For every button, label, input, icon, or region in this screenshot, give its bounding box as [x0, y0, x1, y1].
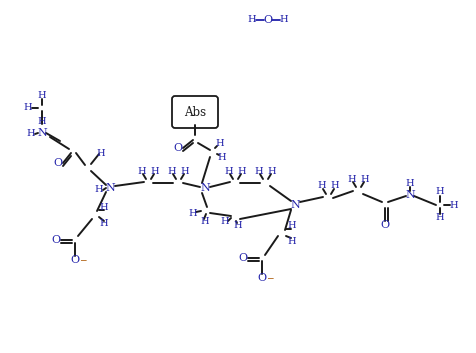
- Text: O: O: [173, 143, 183, 153]
- Text: H: H: [216, 138, 224, 148]
- Text: N: N: [405, 190, 415, 200]
- Text: H: H: [347, 174, 357, 184]
- Text: H: H: [188, 209, 198, 217]
- Text: H: H: [24, 103, 32, 113]
- Text: O: O: [53, 158, 62, 168]
- Text: H: H: [238, 167, 246, 175]
- Text: N: N: [290, 200, 300, 210]
- Text: H: H: [406, 179, 414, 187]
- FancyBboxPatch shape: [172, 96, 218, 128]
- Text: H: H: [331, 181, 339, 191]
- Text: O: O: [263, 15, 273, 25]
- Text: H: H: [138, 167, 146, 175]
- Text: H: H: [99, 220, 109, 228]
- Text: H: H: [234, 221, 242, 231]
- Text: N: N: [37, 128, 47, 138]
- Text: H: H: [95, 185, 103, 195]
- Text: N: N: [105, 183, 115, 193]
- Text: Abs: Abs: [184, 106, 206, 119]
- Text: N: N: [200, 183, 210, 193]
- Text: H: H: [38, 116, 46, 126]
- Text: O: O: [51, 235, 60, 245]
- Text: −: −: [266, 274, 274, 282]
- Text: H: H: [218, 152, 226, 162]
- Text: H: H: [97, 150, 105, 158]
- Text: O: O: [238, 253, 248, 263]
- Text: H: H: [450, 201, 458, 209]
- Text: H: H: [168, 167, 176, 175]
- Text: H: H: [225, 167, 233, 175]
- Text: H: H: [280, 16, 288, 24]
- Text: H: H: [361, 174, 369, 184]
- Text: O: O: [380, 220, 389, 230]
- Text: H: H: [255, 167, 263, 175]
- Text: H: H: [288, 237, 297, 245]
- Text: H: H: [288, 221, 297, 231]
- Text: H: H: [151, 167, 159, 175]
- Text: −: −: [79, 256, 87, 264]
- Text: H: H: [436, 214, 444, 222]
- Text: H: H: [221, 217, 229, 227]
- Text: H: H: [317, 181, 327, 191]
- Text: O: O: [70, 255, 79, 265]
- Text: H: H: [99, 203, 109, 211]
- Text: H: H: [201, 217, 209, 227]
- Text: H: H: [248, 16, 256, 24]
- Text: O: O: [258, 273, 267, 283]
- Text: H: H: [181, 167, 189, 175]
- Text: H: H: [268, 167, 276, 175]
- Text: H: H: [27, 130, 35, 138]
- Text: H: H: [436, 187, 444, 197]
- Text: H: H: [38, 90, 46, 100]
